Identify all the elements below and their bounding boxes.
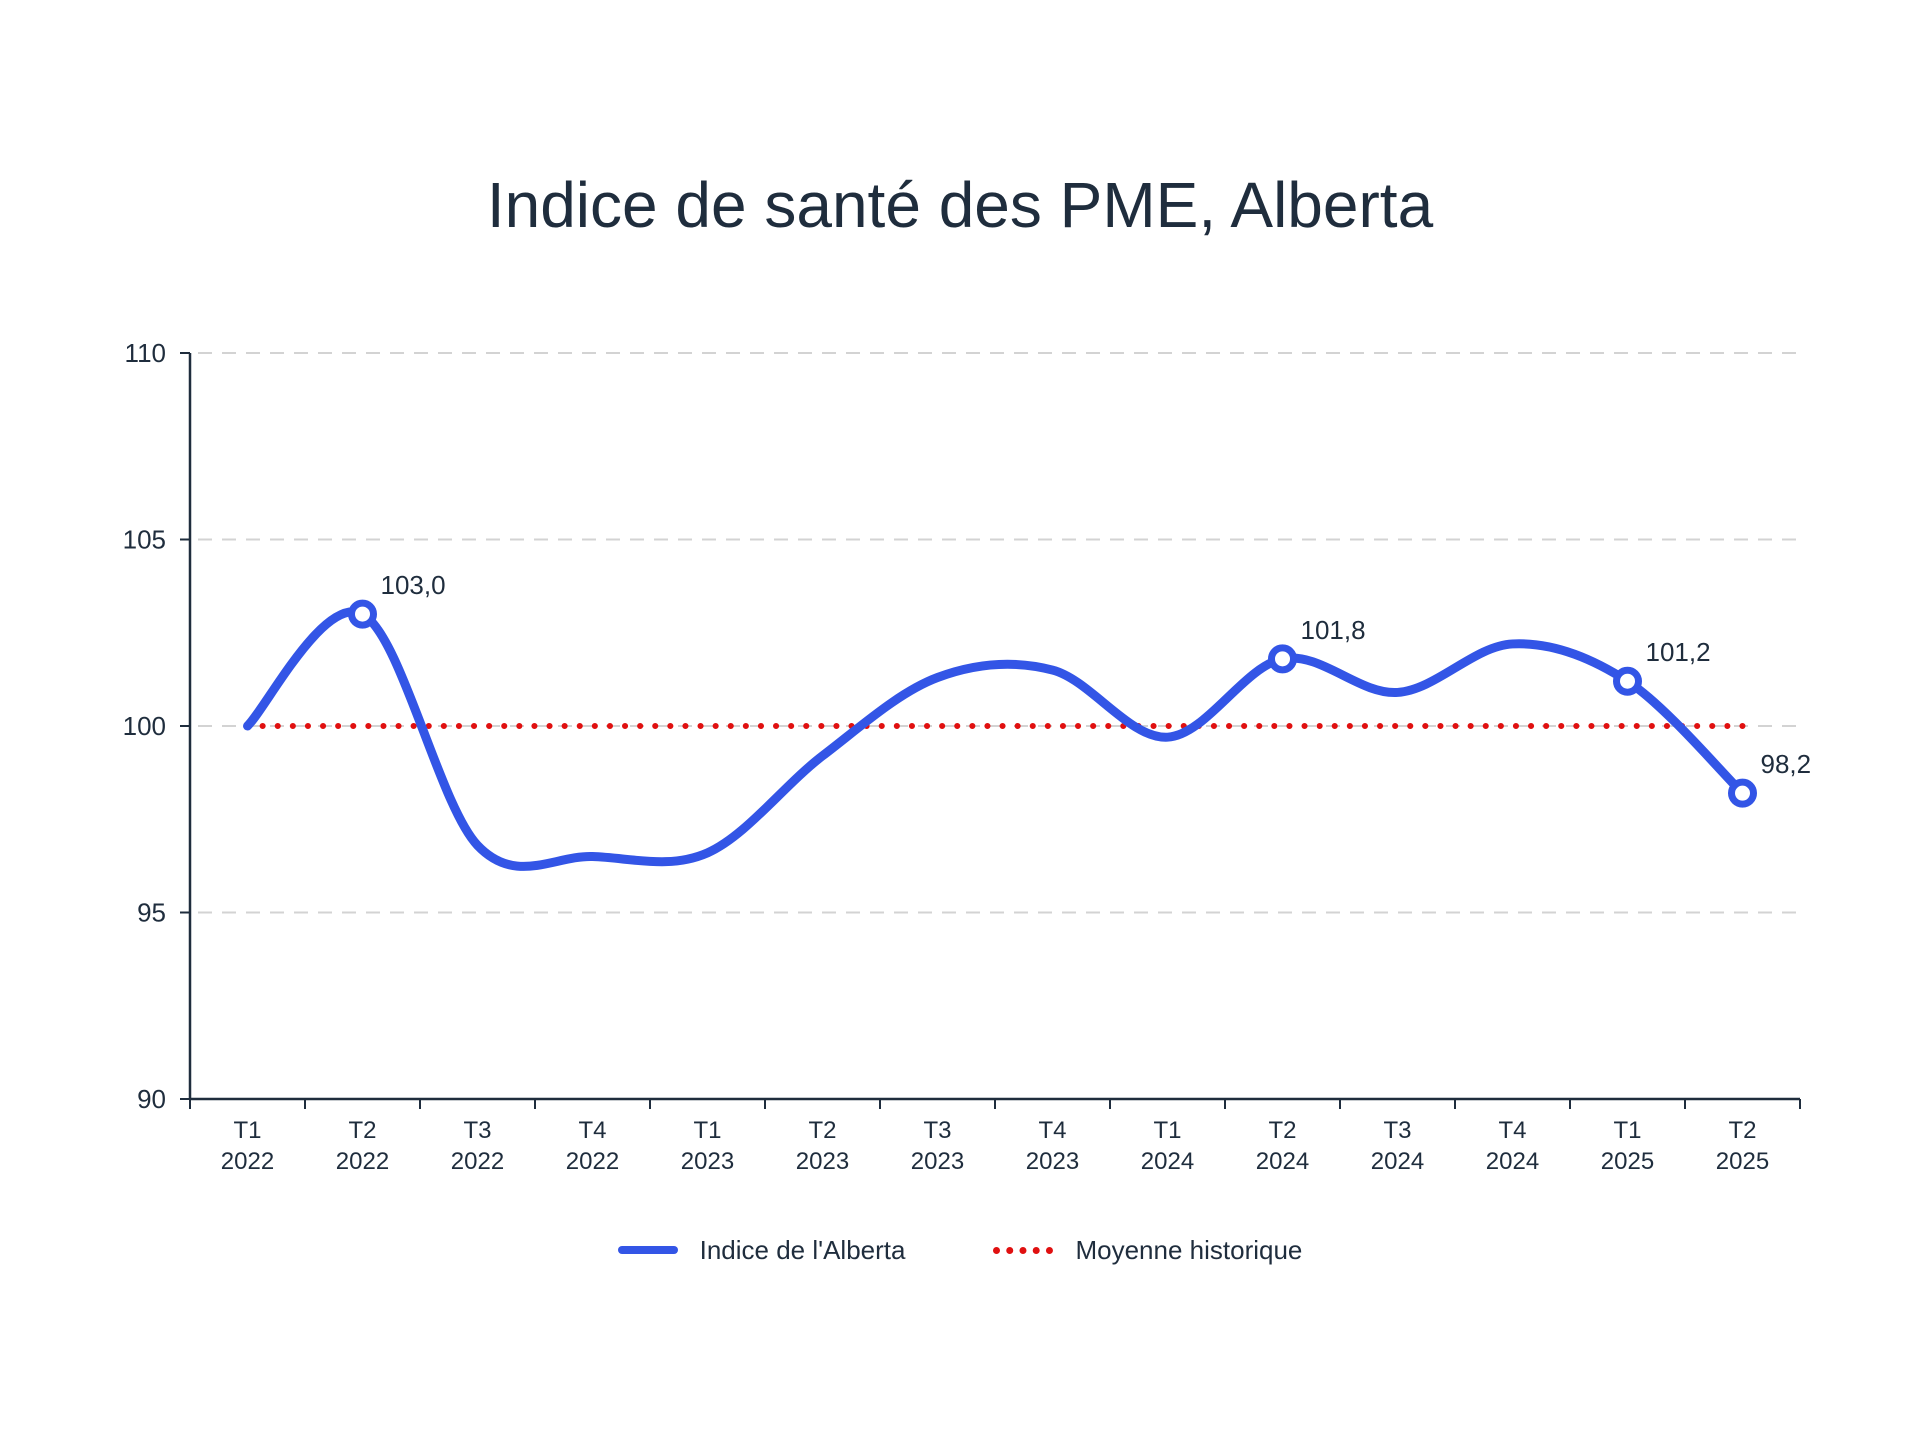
x-tick-label-quarter: T2 bbox=[1728, 1117, 1756, 1144]
highlight-markers bbox=[348, 599, 1757, 808]
x-tick-label-year: 2023 bbox=[796, 1148, 849, 1175]
x-tick-label-year: 2025 bbox=[1716, 1148, 1769, 1175]
x-tick-label-quarter: T1 bbox=[1153, 1117, 1181, 1144]
x-tick-label-quarter: T2 bbox=[1268, 1117, 1296, 1144]
grid-lines bbox=[198, 352, 1800, 914]
x-tick-label-quarter: T1 bbox=[693, 1117, 721, 1144]
data-point-marker bbox=[1728, 778, 1757, 808]
x-tick-label-quarter: T4 bbox=[578, 1117, 606, 1144]
legend-item-historical-mean[interactable]: Moyenne historique bbox=[993, 1235, 1302, 1266]
x-tick-label-quarter: T3 bbox=[1383, 1117, 1411, 1144]
y-tick-label-90: 90 bbox=[137, 1084, 166, 1114]
axes: 90 95 100 105 110 T1 2022 T2 2022 T3 2022 T4 2022 T1 2… bbox=[123, 338, 1801, 1175]
x-tick-label-year: 2024 bbox=[1486, 1148, 1539, 1175]
x-tick-label-quarter: T3 bbox=[923, 1117, 951, 1144]
legend-label-alberta-index: Indice de l'Alberta bbox=[699, 1234, 906, 1265]
x-tick-label-quarter: T4 bbox=[1498, 1117, 1526, 1144]
y-tick-label-100: 100 bbox=[123, 711, 166, 741]
x-tick-label-year: 2022 bbox=[336, 1148, 389, 1175]
data-label: 103,0 bbox=[381, 570, 446, 600]
x-tick-label-quarter: T4 bbox=[1038, 1117, 1066, 1144]
data-labels: 103,0 101,8 101,2 98,2 bbox=[381, 570, 1812, 779]
data-point-marker bbox=[348, 599, 377, 629]
alberta-index-line bbox=[243, 607, 1747, 871]
legend-swatch-dots bbox=[993, 1246, 1054, 1254]
data-label: 101,2 bbox=[1646, 637, 1711, 667]
x-tick-label-year: 2024 bbox=[1371, 1148, 1424, 1175]
x-tick-label-quarter: T2 bbox=[348, 1117, 376, 1144]
x-tick-label-quarter: T2 bbox=[808, 1117, 836, 1144]
x-tick-label-quarter: T1 bbox=[1613, 1117, 1641, 1144]
alberta-index-series bbox=[243, 607, 1747, 871]
x-tick-label-year: 2024 bbox=[1256, 1148, 1309, 1175]
x-tick-label-year: 2023 bbox=[681, 1148, 734, 1175]
legend-swatch-line bbox=[617, 1246, 678, 1254]
x-tick-label-quarter: T3 bbox=[463, 1117, 491, 1144]
x-tick-label-year: 2023 bbox=[1026, 1148, 1079, 1175]
legend-item-alberta-index[interactable]: Indice de l'Alberta bbox=[617, 1234, 906, 1266]
data-point-marker bbox=[1268, 644, 1297, 674]
data-label: 101,8 bbox=[1301, 615, 1366, 645]
x-tick-label-quarter: T1 bbox=[233, 1117, 261, 1144]
y-tick-label-110: 110 bbox=[125, 338, 166, 368]
chart-title: Indice de santé des PME, Alberta bbox=[486, 169, 1434, 241]
data-point-marker bbox=[1613, 666, 1642, 696]
x-tick-label-year: 2022 bbox=[221, 1148, 274, 1175]
y-tick-label-95: 95 bbox=[137, 898, 166, 928]
legend: Indice de l'Alberta Moyenne historique bbox=[0, 1225, 1920, 1275]
x-tick-label-year: 2025 bbox=[1601, 1148, 1654, 1175]
legend-label-historical-mean: Moyenne historique bbox=[1075, 1234, 1303, 1265]
x-tick-label-year: 2022 bbox=[451, 1148, 504, 1175]
x-tick-label-year: 2024 bbox=[1141, 1148, 1194, 1175]
data-label: 98,2 bbox=[1761, 749, 1812, 779]
x-tick-label-year: 2023 bbox=[911, 1148, 964, 1175]
y-tick-label-105: 105 bbox=[123, 525, 166, 555]
x-tick-label-year: 2022 bbox=[566, 1148, 619, 1175]
